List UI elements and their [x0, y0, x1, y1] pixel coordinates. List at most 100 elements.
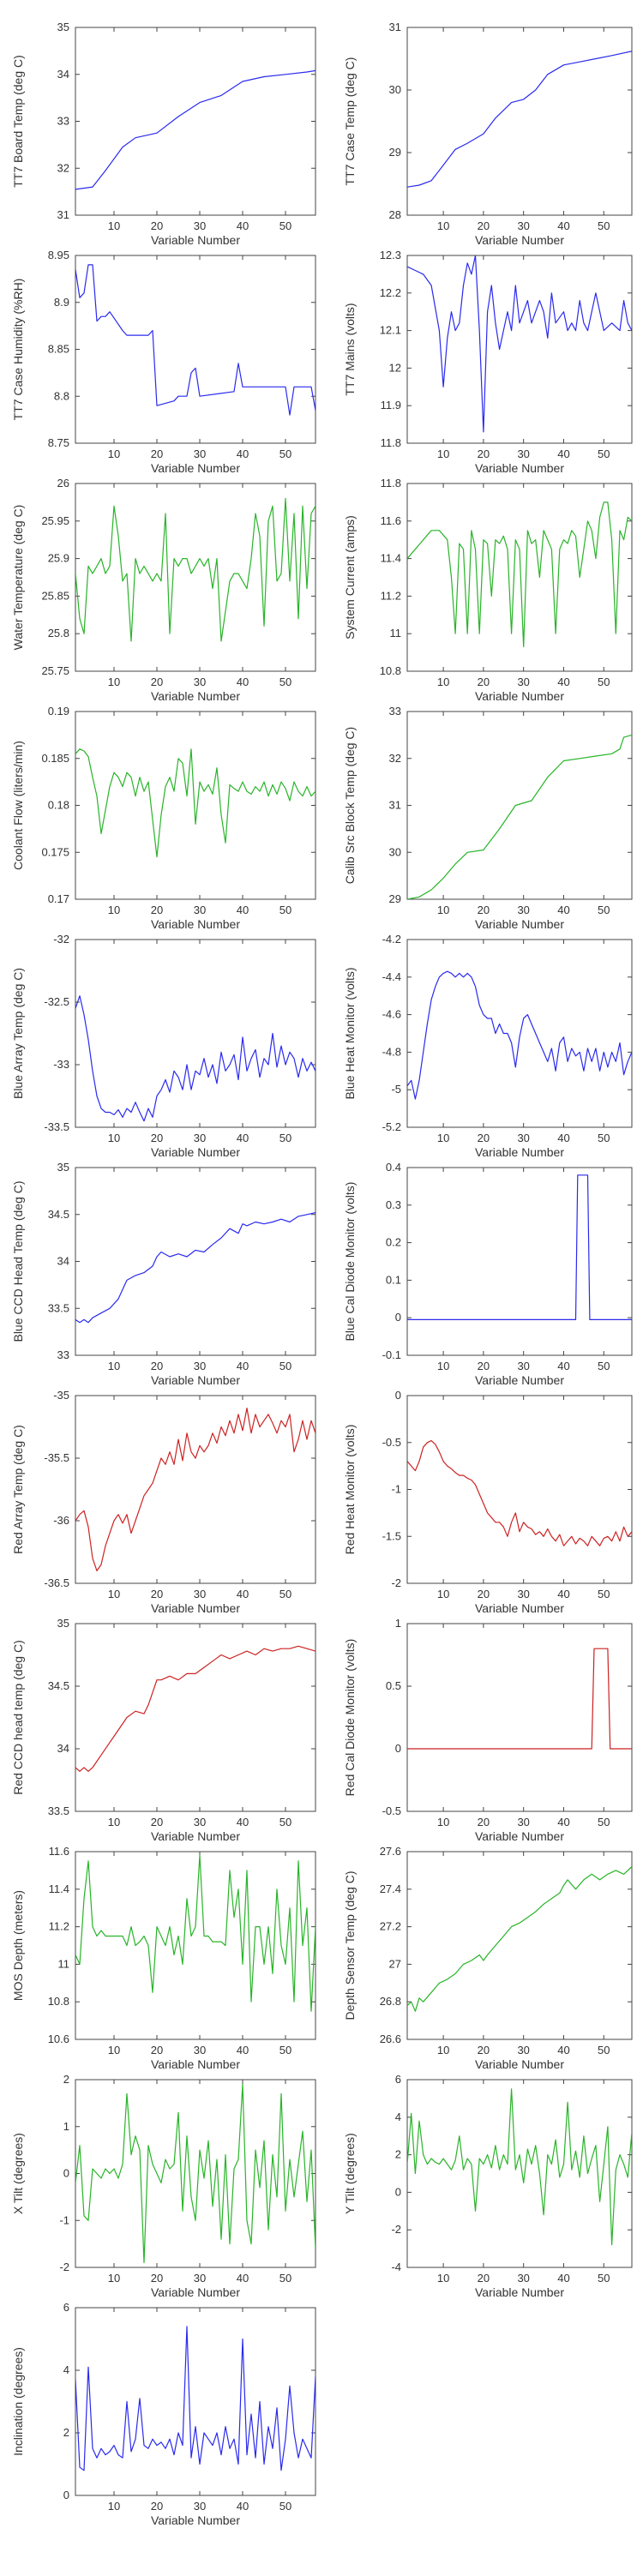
x-tick-label: 20 — [478, 1588, 490, 1600]
x-tick-label: 10 — [437, 1360, 449, 1372]
x-tick-label: 20 — [478, 1360, 490, 1372]
y-axis-label: Water Temperature (deg C) — [11, 505, 25, 651]
y-tick-label: 27.4 — [380, 1882, 401, 1895]
y-tick-label: 0 — [395, 1742, 401, 1755]
y-axis-label: MOS Depth (meters) — [11, 1890, 25, 2001]
chart-19: -2 -1 0 1 2 10 20 30 40 50 Variable Number X Tilt (… — [11, 2073, 316, 2299]
series-line — [75, 2326, 315, 2471]
y-tick-label: 26.6 — [380, 2033, 401, 2045]
x-tick-label: 20 — [478, 219, 490, 232]
plot-frame — [75, 2079, 316, 2268]
y-tick-label: 34 — [57, 1742, 69, 1755]
x-tick-label: 40 — [237, 2272, 249, 2285]
x-tick-label: 20 — [151, 904, 163, 916]
x-axis-label: Variable Number — [151, 2513, 240, 2527]
y-tick-label: 11 — [58, 1957, 70, 1970]
y-tick-label: 31 — [389, 21, 401, 33]
y-tick-label: -1 — [391, 1483, 401, 1496]
x-tick-label: 50 — [279, 1588, 291, 1600]
x-tick-label: 30 — [517, 447, 529, 460]
y-tick-label: 2 — [63, 2073, 69, 2086]
y-tick-label: -4 — [391, 2261, 401, 2273]
chart-1: 31 32 33 34 35 10 20 30 40 50 Variable Number TT7 B… — [11, 21, 316, 247]
x-tick-label: 20 — [151, 447, 163, 460]
series-line — [407, 501, 632, 648]
y-tick-label: 12.3 — [380, 249, 401, 261]
y-tick-label: 0.5 — [386, 1679, 401, 1692]
y-tick-label: 11.2 — [381, 589, 401, 602]
y-tick-label: 29 — [389, 146, 401, 159]
y-tick-label: 0.19 — [48, 705, 69, 718]
y-tick-label: 34 — [57, 1255, 69, 1268]
x-tick-label: 50 — [598, 447, 610, 460]
chart-15: 33.5 34 34.5 35 10 20 30 40 50 Variable Number Red… — [11, 1617, 316, 1843]
y-tick-label: 11 — [390, 627, 402, 639]
y-axis-label: TT7 Case Humidity (%RH) — [11, 279, 25, 421]
x-tick-label: 50 — [279, 2272, 291, 2285]
series-line — [75, 748, 315, 858]
y-tick-label: 33 — [57, 1348, 69, 1361]
x-axis-label: Variable Number — [475, 2057, 564, 2071]
plot-frame — [406, 1167, 633, 1356]
y-tick-label: 8.85 — [48, 343, 69, 356]
x-tick-label: 50 — [598, 1588, 610, 1600]
y-axis-label: Calib Src Block Temp (deg C) — [343, 727, 357, 884]
y-tick-label: 0 — [63, 2167, 69, 2180]
x-axis-label: Variable Number — [151, 461, 240, 475]
y-tick-label: -5 — [391, 1083, 401, 1096]
chart-9: -33.5 -33 -32.5 -32 10 20 30 40 50 Variable Numbe… — [11, 933, 316, 1159]
x-tick-label: 30 — [517, 904, 529, 916]
y-tick-label: -1 — [59, 2213, 69, 2226]
x-tick-label: 30 — [517, 2272, 529, 2285]
y-tick-label: 0.4 — [386, 1161, 401, 1174]
x-tick-label: 40 — [237, 447, 249, 460]
series-line — [407, 51, 632, 188]
chart-17: 10.6 10.8 11 11.2 11.4 11.6 10 20 30 40 50 Variable… — [11, 1845, 316, 2071]
x-tick-label: 10 — [437, 219, 449, 232]
x-tick-label: 20 — [478, 676, 490, 688]
x-axis-label: Variable Number — [151, 2285, 240, 2299]
x-tick-label: 30 — [194, 1360, 206, 1372]
x-tick-label: 30 — [194, 2500, 206, 2513]
x-tick-label: 10 — [108, 1360, 120, 1372]
x-tick-label: 20 — [151, 1588, 163, 1600]
y-tick-label: 29 — [389, 892, 401, 905]
y-tick-label: 27.2 — [380, 1920, 401, 1933]
y-tick-label: 35 — [57, 1161, 69, 1174]
y-tick-label: 32 — [389, 752, 401, 765]
x-axis-label: Variable Number — [475, 233, 564, 247]
chart-10: -5.2 -5 -4.8 -4.6 -4.4 -4.2 10 20 30 40 50 Variable… — [343, 933, 633, 1159]
y-tick-label: 11.4 — [381, 552, 401, 565]
series-line — [75, 1407, 315, 1572]
plot-frame — [75, 255, 316, 444]
x-axis-label: Variable Number — [475, 689, 564, 703]
x-tick-label: 40 — [557, 1588, 569, 1600]
x-tick-label: 10 — [108, 904, 120, 916]
y-axis-label: X Tilt (degrees) — [11, 2133, 25, 2214]
series-line — [75, 497, 315, 642]
y-tick-label: 8.95 — [48, 249, 69, 261]
x-tick-label: 10 — [437, 2272, 449, 2285]
series-line — [75, 1212, 315, 1324]
y-tick-label: 12.1 — [380, 324, 401, 337]
y-tick-label: 6 — [395, 2073, 401, 2086]
x-tick-label: 50 — [598, 219, 610, 232]
y-axis-label: Red Array Temp (deg C) — [11, 1425, 25, 1554]
y-tick-label: 0 — [395, 1389, 401, 1402]
y-tick-label: 31 — [389, 799, 401, 812]
y-tick-label: 11.2 — [49, 1920, 69, 1933]
y-tick-label: 8.9 — [54, 296, 69, 309]
y-tick-label: 1 — [395, 1617, 401, 1630]
x-axis-label: Variable Number — [151, 689, 240, 703]
x-tick-label: 20 — [151, 219, 163, 232]
x-axis-label: Variable Number — [151, 233, 240, 247]
x-tick-label: 20 — [151, 676, 163, 688]
x-tick-label: 10 — [437, 447, 449, 460]
x-tick-label: 40 — [557, 219, 569, 232]
x-tick-label: 10 — [108, 1816, 120, 1828]
y-tick-label: 0.17 — [48, 892, 69, 905]
y-tick-label: 4 — [395, 2111, 401, 2123]
y-tick-label: 34 — [57, 68, 69, 81]
